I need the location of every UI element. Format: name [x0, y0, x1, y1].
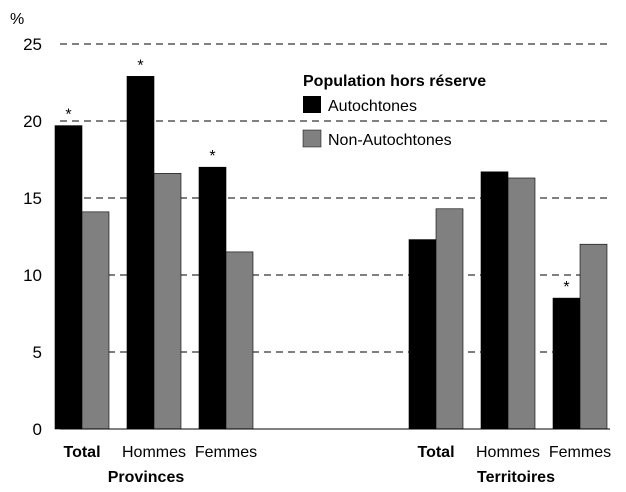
legend-label-non-autochtones: Non-Autochtones — [328, 132, 452, 149]
bar-autochtones — [480, 171, 509, 430]
y-tick-label: 10 — [23, 266, 42, 285]
bar-autochtones — [54, 125, 83, 430]
bar-autochtones — [552, 297, 581, 430]
bar-autochtones — [408, 239, 437, 430]
y-tick-label: 5 — [33, 343, 42, 362]
significance-star: * — [65, 107, 71, 124]
y-axis-unit: % — [10, 11, 24, 28]
x-category-label: Hommes — [122, 444, 186, 461]
legend: Population hors réserve Autochtones Non-… — [302, 73, 486, 149]
bar-non-autochtones — [579, 243, 608, 430]
significance-markers: * * * * — [65, 57, 569, 296]
x-category-label: Hommes — [476, 444, 540, 461]
y-tick-label: 15 — [23, 189, 42, 208]
y-tick-label: 0 — [33, 420, 42, 439]
x-axis-group-labels: Provinces Territoires — [108, 469, 555, 486]
bars — [54, 76, 608, 430]
legend-swatch-autochtones — [303, 96, 321, 113]
x-category-label: Femmes — [549, 444, 611, 461]
legend-label-autochtones: Autochtones — [328, 98, 417, 115]
y-tick-label: 20 — [23, 112, 42, 131]
x-category-label: Femmes — [195, 444, 257, 461]
significance-star: * — [137, 57, 143, 74]
bar-non-autochtones — [435, 208, 464, 430]
x-category-label: Total — [63, 444, 100, 461]
significance-star: * — [209, 148, 215, 165]
legend-title: Population hors réserve — [303, 73, 486, 90]
y-axis-ticks: 0 5 10 15 20 25 — [23, 35, 42, 439]
bar-non-autochtones — [507, 177, 536, 430]
legend-swatch-non-autochtones — [302, 129, 322, 148]
significance-star: * — [563, 279, 569, 296]
x-axis-category-labels: Total Hommes Femmes Total Hommes Femmes — [63, 444, 611, 461]
bar-autochtones — [126, 76, 155, 430]
x-group-label: Territoires — [477, 469, 555, 486]
bar-non-autochtones — [81, 211, 110, 430]
x-group-label: Provinces — [108, 469, 185, 486]
y-tick-label: 25 — [23, 35, 42, 54]
bar-autochtones — [198, 166, 227, 430]
x-category-label: Total — [417, 444, 454, 461]
bar-non-autochtones — [153, 173, 182, 430]
bar-non-autochtones — [225, 251, 254, 430]
